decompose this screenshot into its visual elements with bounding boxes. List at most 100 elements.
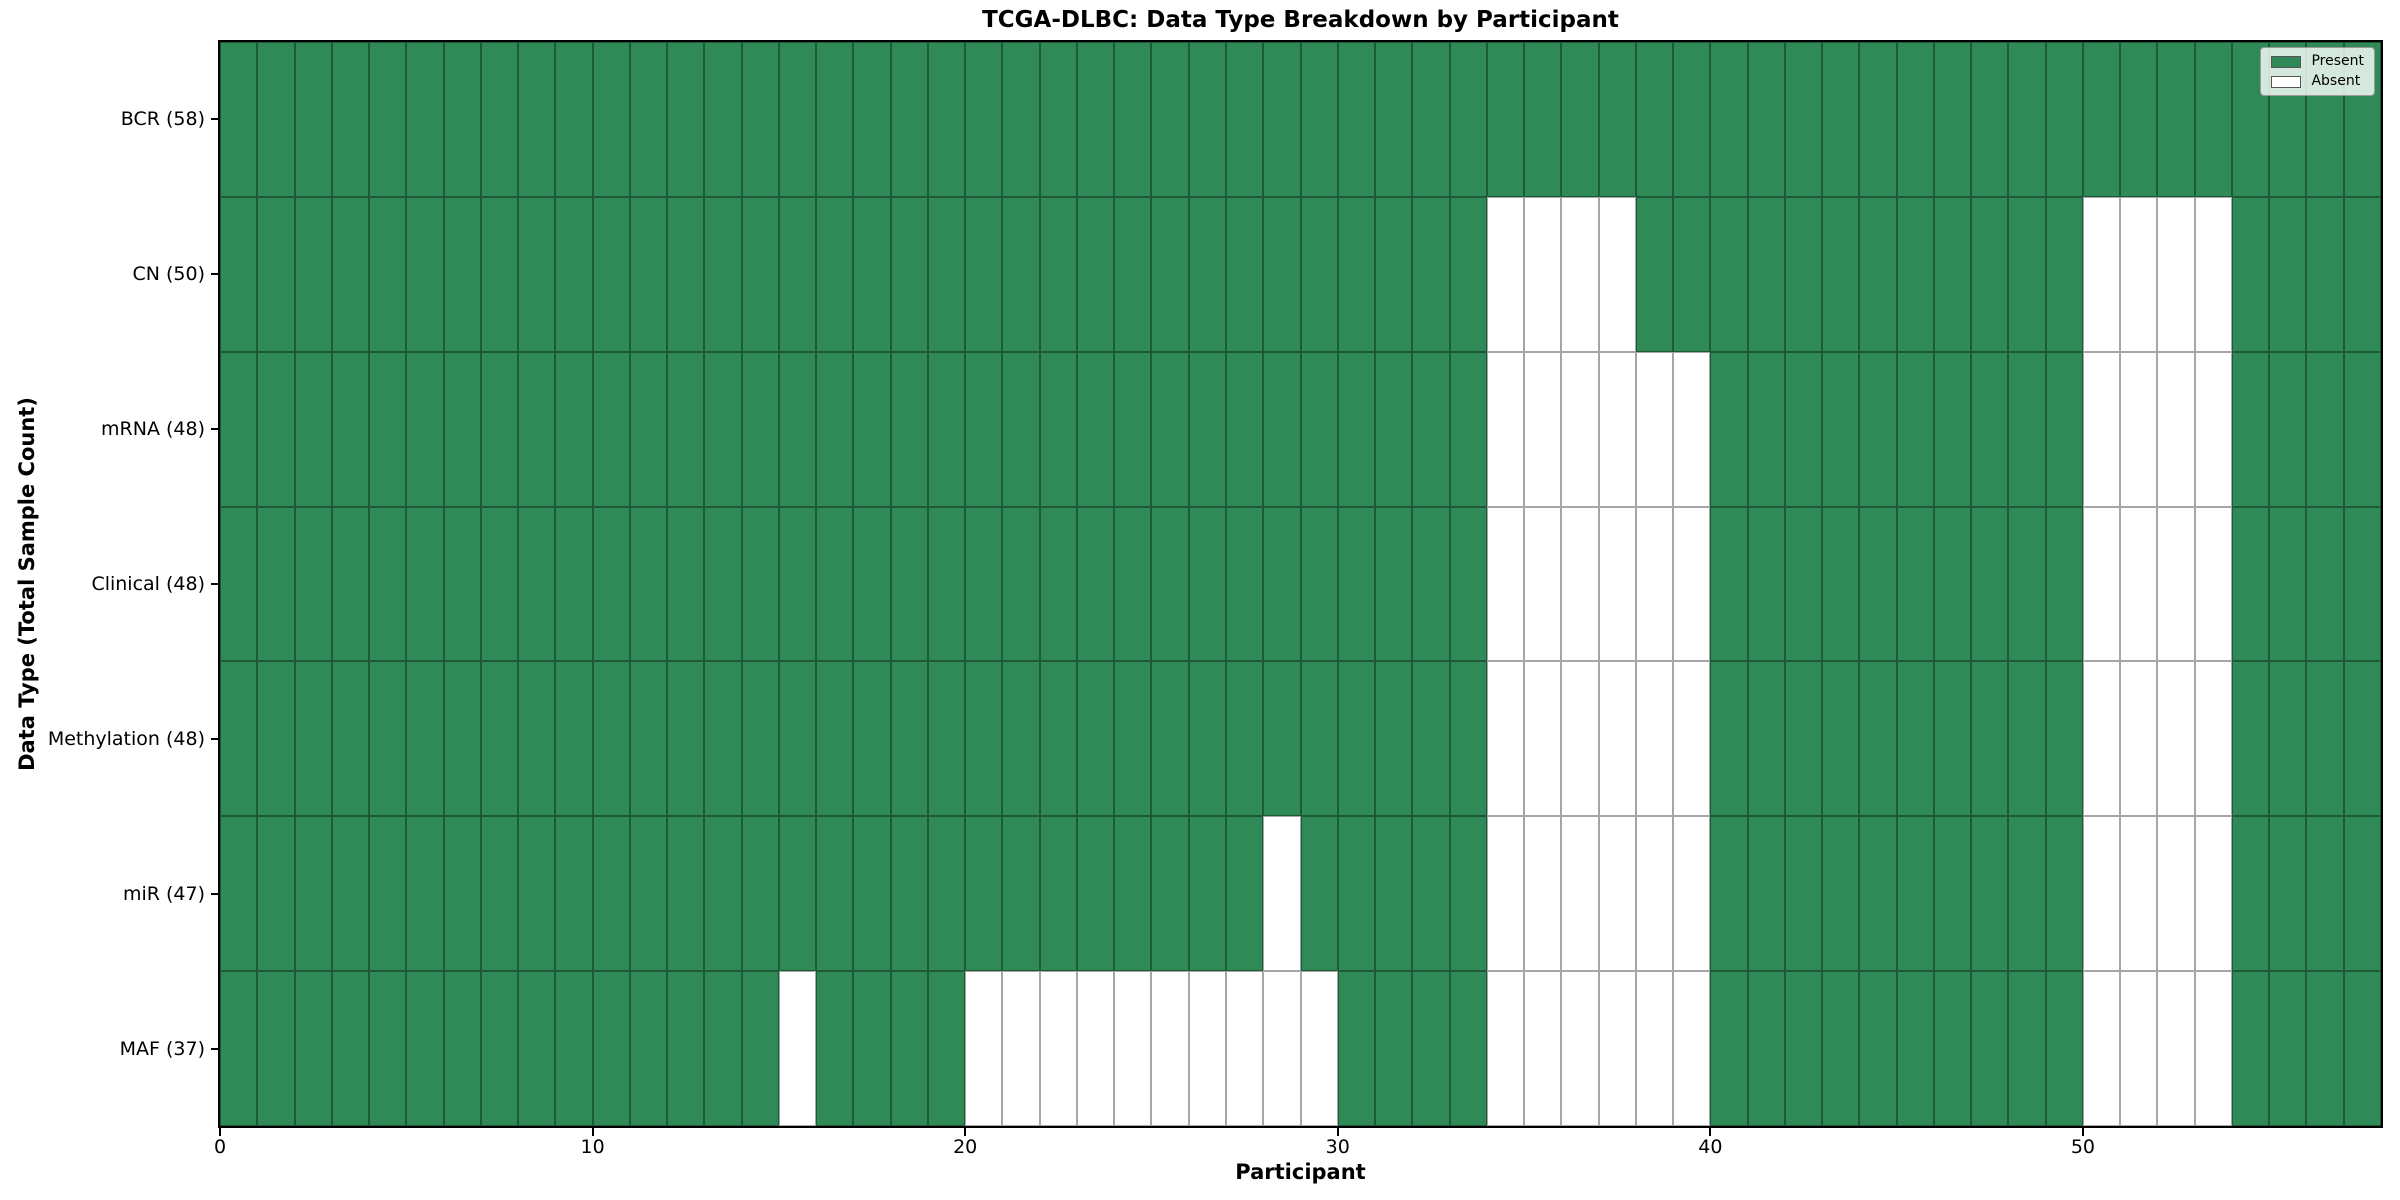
heatmap-cell bbox=[1710, 351, 1748, 507]
heatmap-cell bbox=[1598, 196, 1636, 352]
heatmap-cell bbox=[369, 42, 407, 197]
heatmap-cell bbox=[1188, 661, 1226, 817]
heatmap-cell bbox=[555, 351, 593, 507]
heatmap-cell bbox=[2231, 351, 2270, 507]
x-tick-mark bbox=[2081, 1128, 2084, 1136]
heatmap-cell bbox=[1188, 42, 1226, 197]
heatmap-cell bbox=[257, 42, 295, 197]
heatmap-cell bbox=[555, 971, 593, 1126]
absent-swatch-icon bbox=[2271, 75, 2302, 88]
heatmap-cell bbox=[1598, 351, 1636, 507]
heatmap-cell bbox=[890, 816, 928, 972]
heatmap-cell bbox=[741, 971, 779, 1126]
heatmap-cell bbox=[443, 816, 481, 972]
heatmap-cell bbox=[294, 661, 332, 817]
heatmap-cell bbox=[406, 351, 444, 507]
heatmap-cell bbox=[1524, 816, 1562, 972]
heatmap-cell bbox=[2157, 661, 2195, 817]
heatmap-cell bbox=[1822, 816, 1860, 972]
heatmap-cell bbox=[1561, 351, 1599, 507]
heatmap-cell bbox=[1784, 42, 1823, 197]
heatmap-cell bbox=[518, 506, 556, 662]
heatmap-cell bbox=[2194, 351, 2232, 507]
heatmap-cell bbox=[257, 816, 295, 972]
heatmap-cell bbox=[1635, 971, 1674, 1126]
heatmap-cell bbox=[1561, 196, 1599, 352]
heatmap-cell bbox=[2008, 42, 2046, 197]
heatmap-cell bbox=[2343, 661, 2381, 817]
heatmap-cell bbox=[1188, 971, 1226, 1126]
heatmap-cell bbox=[1933, 816, 1972, 972]
heatmap-cell bbox=[592, 971, 630, 1126]
heatmap-cell bbox=[816, 816, 854, 972]
heatmap-cell bbox=[555, 661, 593, 817]
heatmap-cell bbox=[2045, 351, 2083, 507]
heatmap-cell bbox=[1673, 971, 1711, 1126]
heatmap-cell bbox=[1114, 42, 1152, 197]
heatmap-cell bbox=[965, 816, 1003, 972]
heatmap-cell bbox=[1486, 351, 1525, 507]
heatmap-cell bbox=[2082, 971, 2121, 1126]
heatmap-cell bbox=[1449, 971, 1487, 1126]
heatmap-cell bbox=[1710, 816, 1748, 972]
heatmap-cell bbox=[1188, 351, 1226, 507]
heatmap-cell bbox=[667, 661, 705, 817]
heatmap-cell bbox=[1486, 661, 1525, 817]
heatmap-cell bbox=[1412, 42, 1450, 197]
heatmap-cell bbox=[1002, 196, 1040, 352]
heatmap-cell bbox=[816, 351, 854, 507]
heatmap-cell bbox=[2120, 816, 2158, 972]
heatmap-cell bbox=[1971, 351, 2009, 507]
heatmap-cell bbox=[1412, 816, 1450, 972]
heatmap-cell bbox=[406, 661, 444, 817]
heatmap-cell bbox=[331, 661, 370, 817]
heatmap-cell bbox=[2045, 42, 2083, 197]
heatmap-cell bbox=[1747, 196, 1785, 352]
heatmap-cell bbox=[1896, 816, 1934, 972]
heatmap-cell bbox=[1971, 506, 2009, 662]
heatmap-cell bbox=[965, 196, 1003, 352]
heatmap-cell bbox=[1747, 42, 1785, 197]
heatmap-cell bbox=[1337, 42, 1376, 197]
heatmap-cell bbox=[1337, 971, 1376, 1126]
heatmap-cell bbox=[2082, 351, 2121, 507]
heatmap-cell bbox=[1225, 971, 1264, 1126]
y-tick-label: CN (50) bbox=[132, 263, 205, 286]
heatmap-cell bbox=[2194, 816, 2232, 972]
heatmap-cell bbox=[1076, 351, 1115, 507]
heatmap-cell bbox=[667, 42, 705, 197]
heatmap-cell bbox=[518, 196, 556, 352]
heatmap-cell bbox=[2120, 661, 2158, 817]
heatmap-cell bbox=[965, 351, 1003, 507]
heatmap-cell bbox=[927, 971, 966, 1126]
heatmap-cell bbox=[1002, 42, 1040, 197]
heatmap-cell bbox=[2157, 971, 2195, 1126]
heatmap-cell bbox=[704, 506, 742, 662]
heatmap-cell bbox=[1225, 351, 1264, 507]
heatmap-cell bbox=[294, 971, 332, 1126]
heatmap-cell bbox=[1300, 661, 1338, 817]
heatmap-cell bbox=[1002, 351, 1040, 507]
heatmap-cell bbox=[667, 971, 705, 1126]
heatmap-cell bbox=[890, 971, 928, 1126]
heatmap-cell bbox=[1039, 816, 1077, 972]
heatmap-cell bbox=[741, 42, 779, 197]
heatmap-cell bbox=[2231, 506, 2270, 662]
heatmap-cell bbox=[629, 42, 668, 197]
heatmap-cell bbox=[1524, 971, 1562, 1126]
heatmap-cell bbox=[1710, 971, 1748, 1126]
heatmap-cell bbox=[1933, 971, 1972, 1126]
heatmap-cell bbox=[1263, 351, 1301, 507]
heatmap-cell bbox=[890, 196, 928, 352]
y-tick-label: mRNA (48) bbox=[101, 418, 205, 441]
heatmap-cell bbox=[1300, 506, 1338, 662]
heatmap-cell bbox=[1449, 506, 1487, 662]
heatmap-cell bbox=[592, 816, 630, 972]
heatmap-cell bbox=[2343, 196, 2381, 352]
x-tick-label: 50 bbox=[2070, 1136, 2096, 1158]
heatmap-cell bbox=[1337, 196, 1376, 352]
heatmap-cell bbox=[1896, 661, 1934, 817]
heatmap-cell bbox=[518, 42, 556, 197]
heatmap-cell bbox=[2045, 506, 2083, 662]
heatmap-cell bbox=[1412, 196, 1450, 352]
